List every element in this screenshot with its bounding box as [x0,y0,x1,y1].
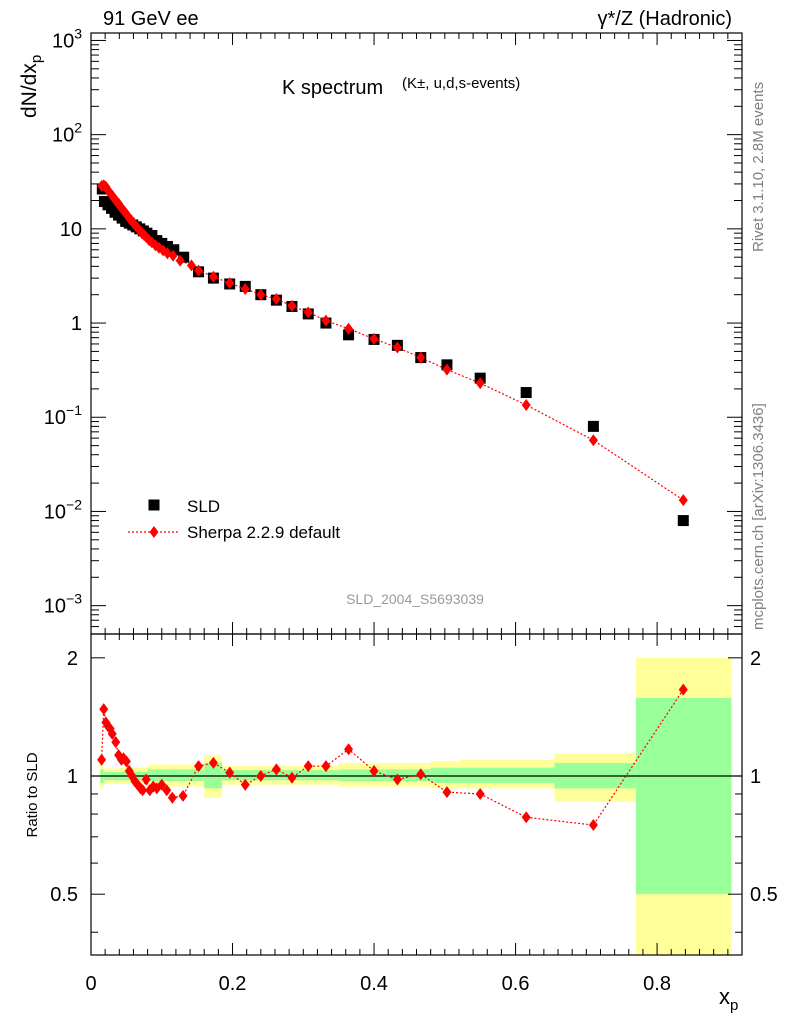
mc-point [175,254,185,267]
mc-point [225,277,235,290]
x-tick-label: 0.6 [502,973,530,995]
mc-point [442,786,452,799]
mc-point [208,756,218,769]
header-left: 91 GeV ee [103,8,199,30]
data-point [677,515,689,527]
mc-point [162,784,172,797]
y-tick-label: 10 [60,219,82,241]
mc-point [97,753,107,766]
mc-point [303,760,313,773]
mc-point [149,526,159,538]
ratio-y-tick-label-right: 1 [750,766,761,788]
mc-point [99,703,109,716]
x-axis-label: xp [719,984,738,1014]
x-tick-label: 0.2 [219,973,247,995]
title-sub: (K±, u,d,s-events) [402,75,520,92]
ratio-y-tick-label-right: 0.5 [750,884,778,906]
data-point [587,420,599,432]
mc-point [521,811,531,824]
mc-point [186,259,196,272]
mc-point [416,768,426,781]
mc-point [208,270,218,283]
mc-point [475,787,485,800]
mc-point [121,755,131,768]
mc-point [111,736,121,749]
mc-point [678,494,688,507]
mc-point [178,789,188,802]
data-point [168,244,180,256]
ratio-y-tick-label: 1 [67,766,78,788]
legend-label-sld: SLD [187,497,220,516]
mc-point [416,351,426,364]
watermark: SLD_2004_S5693039 [346,591,484,607]
data-point [178,251,190,263]
x-tick-label: 0 [85,973,96,995]
x-tick-label: 0.4 [360,973,388,995]
data-point [520,387,532,399]
mc-point [194,760,204,773]
mc-point [256,770,266,783]
mc-point [442,363,452,376]
mc-point [321,760,331,773]
mc-point [392,341,402,354]
mc-point [256,288,266,301]
ratio-y-tick-label-right: 2 [750,648,761,670]
y-tick-label: 1 [71,313,82,335]
mc-point [678,683,688,696]
data-point [148,499,160,511]
header-right: γ*/Z (Hadronic) [597,8,732,30]
ratio-panel: 0 0.2 0.4 0.6 0.8 xp 0.5 0.5 1 1 2 2 Ratio to SLD [24,633,778,1014]
ratio-y-tick-label: 2 [67,648,78,670]
data-point [161,240,173,252]
mc-point [271,293,281,306]
mc-point [194,264,204,277]
mc-point [588,434,598,447]
mc-point [392,773,402,786]
mc-point [287,299,297,312]
mc-point [369,332,379,345]
data-point [156,237,168,249]
band-inner [221,770,339,781]
mc-point [138,784,148,797]
mc-point [475,377,485,390]
ratio-y-axis-label: Ratio to SLD [24,752,41,837]
title-main: K spectrum [282,77,383,99]
band-inner [430,767,459,783]
mc-point [167,791,177,804]
y-tick-label: 102 [52,120,82,147]
y-tick-label: 10−3 [44,591,82,618]
x-tick-label: 0.8 [643,973,671,995]
band-inner [635,698,732,895]
mc-point [303,306,313,319]
y-axis-label: dN/dxp [18,55,45,118]
mc-point [225,766,235,779]
y-tick-label: 103 [52,25,82,52]
mc-point [344,322,354,335]
main-panel: K spectrum (K±, u,d,s-events) SLD_2004_S… [18,25,743,635]
mc-point [521,398,531,411]
mc-point [271,763,281,776]
mc-point [321,314,331,327]
mc-point [141,773,151,786]
mc-point [240,282,250,295]
y-tick-label: 10−2 [44,496,82,523]
mc-point [240,778,250,791]
main-title: K spectrum [282,77,383,99]
mc-point [287,771,297,784]
mc-point [588,819,598,832]
mc-point [157,778,167,791]
main-frame [90,32,743,635]
legend-label-mc: Sherpa 2.2.9 default [187,523,340,542]
band-inner [147,769,205,782]
data-point [343,329,355,341]
band-inner [458,767,555,783]
mc-point [369,764,379,777]
mc-point [158,244,168,257]
y-tick-label: 10−1 [44,402,82,429]
mc-point [168,249,178,262]
mc-point [344,743,354,756]
mc-point [107,727,117,740]
ratio-y-tick-label: 0.5 [50,884,78,906]
